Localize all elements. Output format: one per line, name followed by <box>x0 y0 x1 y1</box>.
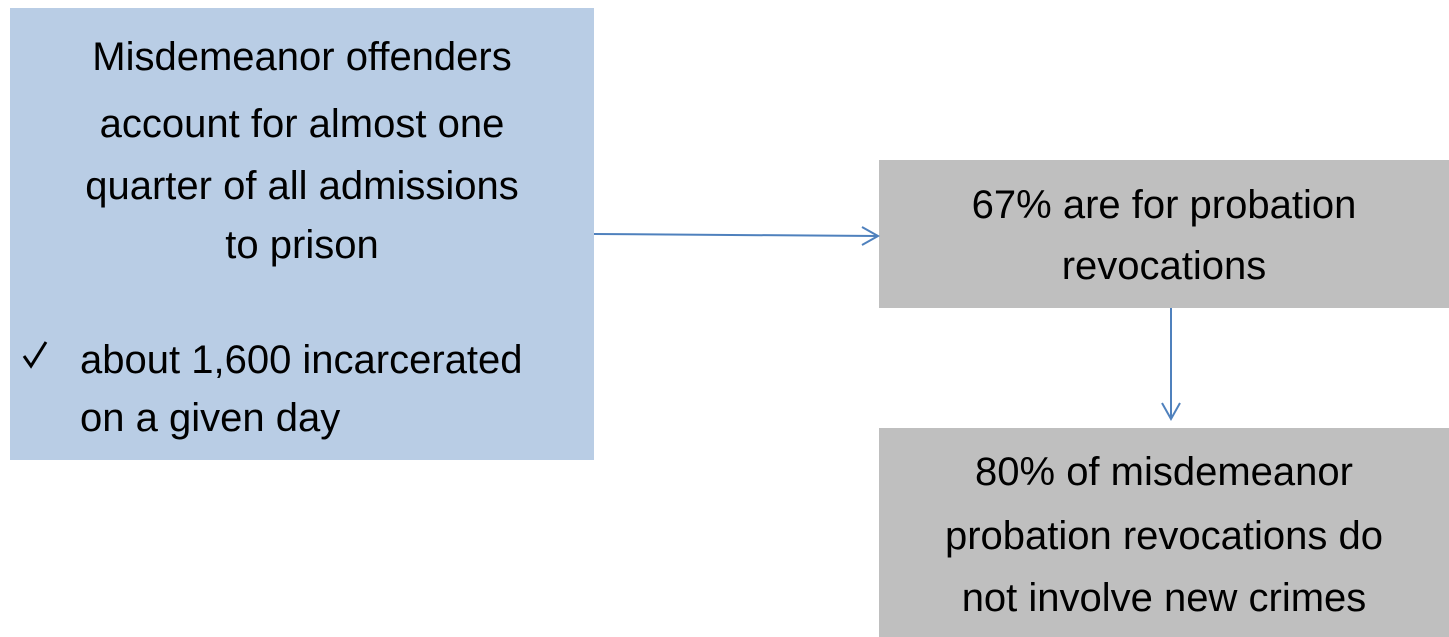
box-text: probation revocations do <box>944 514 1384 558</box>
bullet-text: about 1,600 incarcerated <box>80 338 523 382</box>
box-text: Misdemeanor offenders <box>92 35 512 79</box>
box-text: not involve new crimes <box>961 576 1367 620</box>
arrow-head <box>861 226 881 246</box>
new-crimes-box: 80% of misdemeanor probation revocations … <box>879 428 1449 637</box>
box-text: 80% of misdemeanor <box>975 450 1353 494</box>
arrow-head <box>1161 402 1181 422</box>
arrow <box>593 233 878 237</box>
summary-box: Misdemeanor offenders account for almost … <box>10 8 594 460</box>
box-text: 67% are for probation <box>971 183 1357 227</box>
box-text: account for almost one <box>99 102 505 146</box>
box-text: revocations <box>1061 244 1267 288</box>
check-icon <box>22 341 48 369</box>
box-text: quarter of all admissions <box>85 164 519 208</box>
bullet-text: on a given day <box>80 396 341 440</box>
revocation-box: 67% are for probation revocations <box>879 160 1449 308</box>
box-text: to prison <box>225 223 379 267</box>
